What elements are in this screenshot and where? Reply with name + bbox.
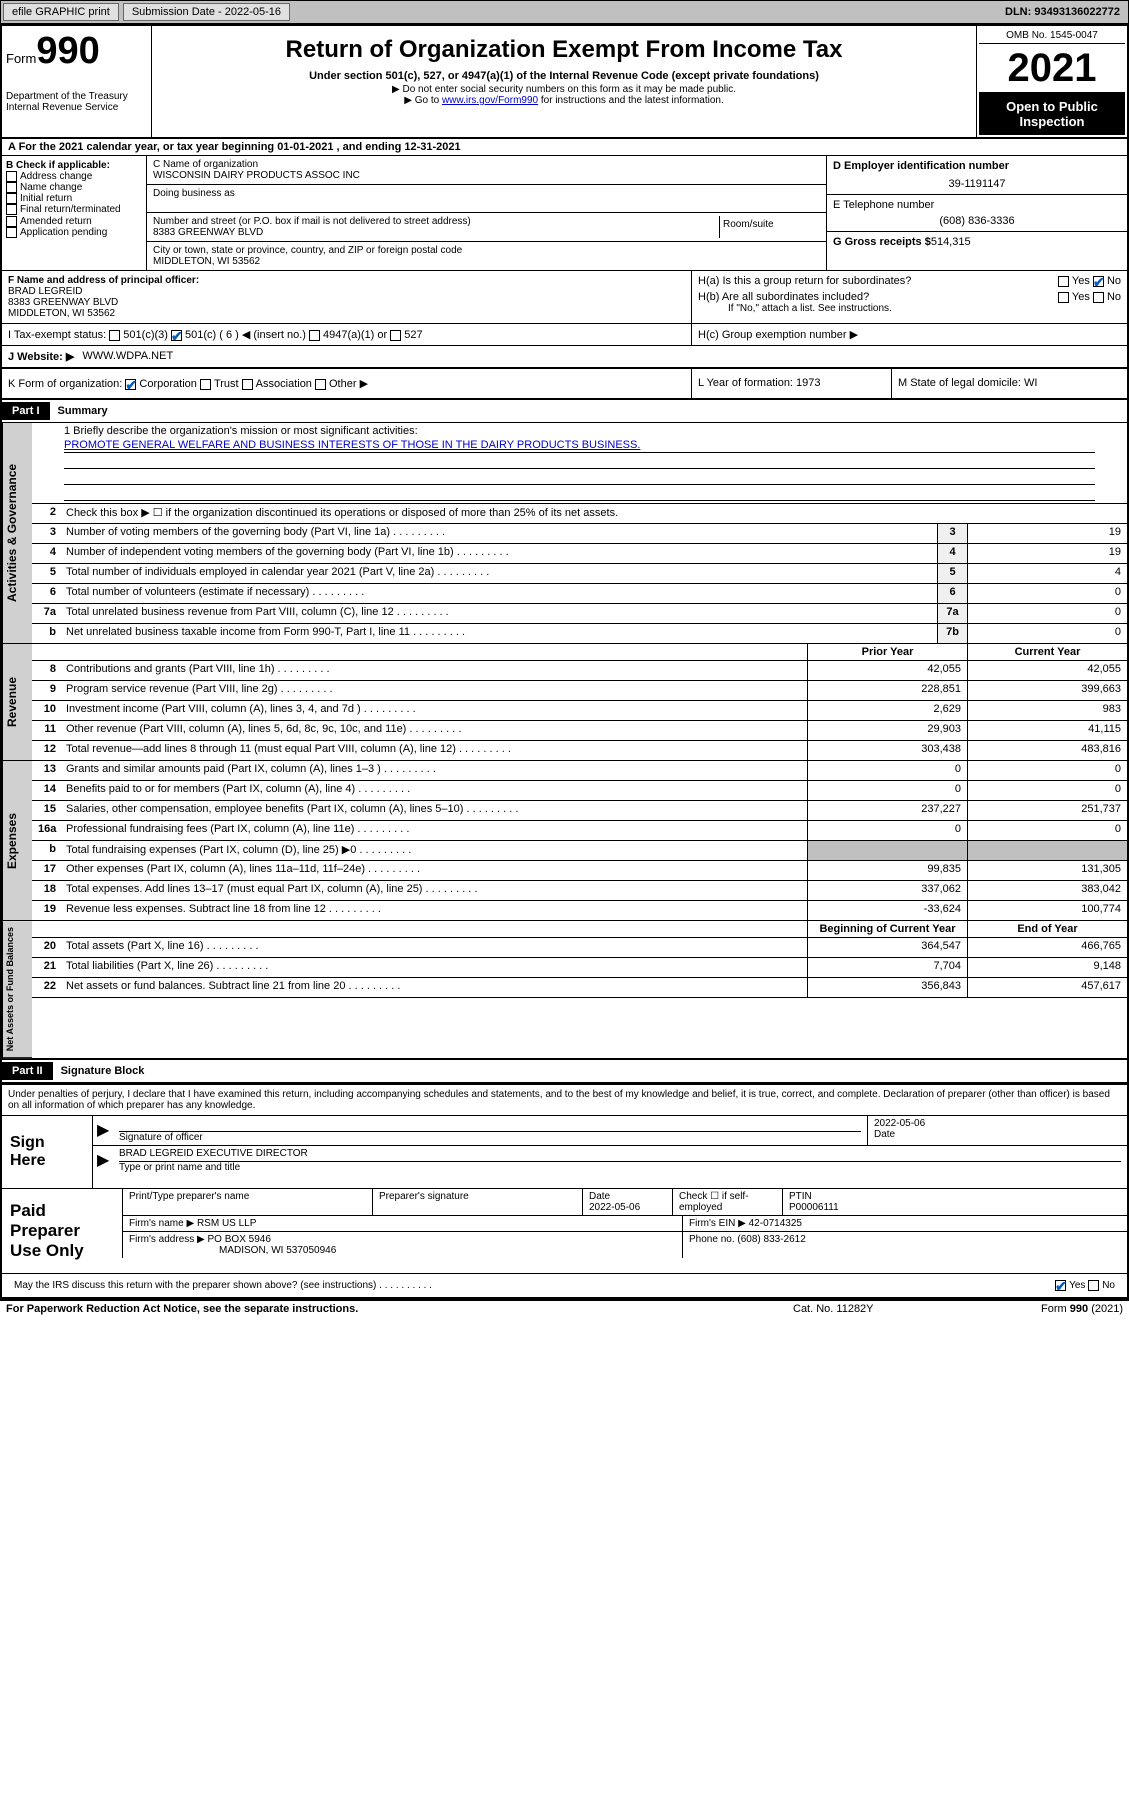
line-19: 19Revenue less expenses. Subtract line 1…: [32, 901, 1127, 921]
gross-receipts: G Gross receipts $514,315: [827, 232, 1127, 260]
line-12: 12Total revenue—add lines 8 through 11 (…: [32, 741, 1127, 761]
footer: For Paperwork Reduction Act Notice, see …: [0, 1299, 1129, 1317]
form-title: Return of Organization Exempt From Incom…: [156, 36, 972, 64]
vtab-expenses: Expenses: [2, 761, 32, 921]
paid-preparer-label: Paid Preparer Use Only: [2, 1188, 122, 1273]
telephone: E Telephone number (608) 836-3336: [827, 195, 1127, 232]
group-return: H(a) Is this a group return for subordin…: [692, 271, 1127, 323]
top-bar: efile GRAPHIC print Submission Date - 20…: [0, 0, 1129, 24]
line-17: 17Other expenses (Part IX, column (A), l…: [32, 861, 1127, 881]
discuss-row: May the IRS discuss this return with the…: [2, 1273, 1127, 1297]
arrow-icon: ▶: [93, 1116, 113, 1145]
line-2: 2Check this box ▶ ☐ if the organization …: [32, 504, 1127, 524]
row-a-tax-year: A For the 2021 calendar year, or tax yea…: [2, 139, 1127, 156]
arrow-icon: ▶: [93, 1146, 113, 1175]
vtab-net-assets: Net Assets or Fund Balances: [2, 921, 32, 1058]
line-18: 18Total expenses. Add lines 13–17 (must …: [32, 881, 1127, 901]
subtitle-2: ▶ Do not enter social security numbers o…: [156, 84, 972, 95]
line-11: 11Other revenue (Part VIII, column (A), …: [32, 721, 1127, 741]
line-14: 14Benefits paid to or for members (Part …: [32, 781, 1127, 801]
sig-penalties: Under penalties of perjury, I declare th…: [2, 1085, 1127, 1116]
principal-officer: F Name and address of principal officer:…: [2, 271, 692, 323]
line-13: 13Grants and similar amounts paid (Part …: [32, 761, 1127, 781]
rev-col-hdr: Prior YearCurrent Year: [32, 644, 1127, 661]
officer-signature: Signature of officer: [113, 1116, 867, 1145]
vtab-governance: Activities & Governance: [2, 423, 32, 644]
dln: DLN: 93493136022772: [1005, 6, 1126, 18]
line-b: bNet unrelated business taxable income f…: [32, 624, 1127, 644]
line-7a: 7aTotal unrelated business revenue from …: [32, 604, 1127, 624]
ein: D Employer identification number 39-1191…: [827, 156, 1127, 195]
omb-number: OMB No. 1545-0047: [979, 28, 1125, 44]
year-formation: L Year of formation: 1973: [692, 369, 892, 398]
subtitle-3: ▶ Go to www.irs.gov/Form990 for instruct…: [156, 95, 972, 106]
line-3: 3Number of voting members of the governi…: [32, 524, 1127, 544]
tax-year: 2021: [979, 44, 1125, 93]
room-suite: Room/suite: [720, 216, 820, 238]
group-exemption: H(c) Group exemption number ▶: [692, 324, 1127, 345]
form-990-container: Form990 Department of the Treasury Inter…: [0, 24, 1129, 1085]
dba: Doing business as: [147, 185, 826, 213]
prep-header-row: Print/Type preparer's name Preparer's si…: [122, 1188, 1127, 1215]
officer-name-title: BRAD LEGREID EXECUTIVE DIRECTORType or p…: [113, 1146, 1127, 1175]
sign-here-label: Sign Here: [2, 1116, 92, 1188]
line-5: 5Total number of individuals employed in…: [32, 564, 1127, 584]
firm-name-row: Firm's name ▶ RSM US LLP Firm's EIN ▶ 42…: [122, 1215, 1127, 1231]
street-address: Number and street (or P.O. box if mail i…: [153, 216, 720, 238]
line-21: 21Total liabilities (Part X, line 26)7,7…: [32, 958, 1127, 978]
open-inspection: Open to Public Inspection: [979, 93, 1125, 135]
org-name: C Name of organization WISCONSIN DAIRY P…: [147, 156, 826, 185]
submission-date: Submission Date - 2022-05-16: [123, 3, 290, 21]
line-4: 4Number of independent voting members of…: [32, 544, 1127, 564]
line-9: 9Program service revenue (Part VIII, lin…: [32, 681, 1127, 701]
line-15: 15Salaries, other compensation, employee…: [32, 801, 1127, 821]
line-10: 10Investment income (Part VIII, column (…: [32, 701, 1127, 721]
line-8: 8Contributions and grants (Part VIII, li…: [32, 661, 1127, 681]
city-state-zip: City or town, state or province, country…: [147, 242, 826, 270]
col-b-checkboxes: B Check if applicable: Address change Na…: [2, 156, 147, 270]
form-of-org: K Form of organization: Corporation Trus…: [2, 369, 692, 398]
irs-link[interactable]: www.irs.gov/Form990: [442, 95, 538, 106]
vtab-revenue: Revenue: [2, 644, 32, 761]
part-ii-header: Part IISignature Block: [2, 1060, 1127, 1083]
subtitle-1: Under section 501(c), 527, or 4947(a)(1)…: [156, 70, 972, 82]
mission: 1 Briefly describe the organization's mi…: [32, 423, 1127, 504]
state-domicile: M State of legal domicile: WI: [892, 369, 1127, 398]
line-22: 22Net assets or fund balances. Subtract …: [32, 978, 1127, 998]
line-20: 20Total assets (Part X, line 16)364,5474…: [32, 938, 1127, 958]
tax-exempt-status: I Tax-exempt status: 501(c)(3) 501(c) ( …: [2, 324, 692, 345]
dept-treasury: Department of the Treasury Internal Reve…: [6, 91, 147, 113]
firm-addr-row: Firm's address ▶ PO BOX 5946MADISON, WI …: [122, 1231, 1127, 1258]
website-row: J Website: ▶WWW.WDPA.NET: [2, 346, 1127, 369]
part-i-header: Part ISummary: [2, 400, 1127, 423]
na-col-hdr: Beginning of Current YearEnd of Year: [32, 921, 1127, 938]
line-b: bTotal fundraising expenses (Part IX, co…: [32, 841, 1127, 861]
line-16a: 16aProfessional fundraising fees (Part I…: [32, 821, 1127, 841]
efile-print-button[interactable]: efile GRAPHIC print: [3, 3, 119, 21]
line-6: 6Total number of volunteers (estimate if…: [32, 584, 1127, 604]
form-label: Form990: [6, 30, 147, 73]
